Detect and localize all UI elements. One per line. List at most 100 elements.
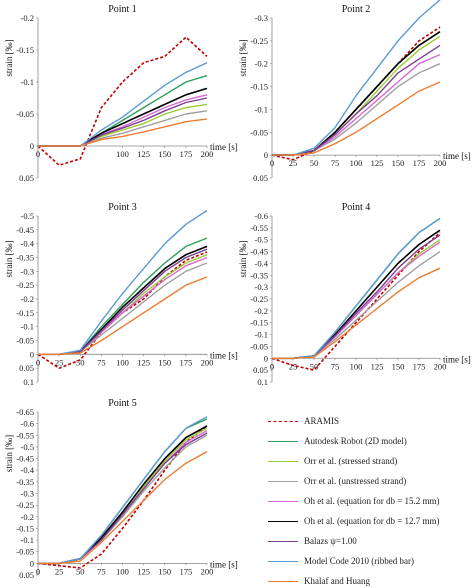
x-tick-label: 150 <box>158 566 171 576</box>
legend-label: Orr et al. (stressed strand) <box>304 456 398 466</box>
chart-title: Point 2 <box>342 4 371 15</box>
series-line <box>38 245 208 356</box>
series-line <box>38 450 208 565</box>
series-line <box>38 237 208 355</box>
y-tick-label: -0.25 <box>16 500 34 510</box>
legend-label: Khalaf and Huang <box>304 576 370 586</box>
legend-swatch <box>268 541 298 542</box>
series-line <box>272 81 441 156</box>
y-tick-label: -0.15 <box>250 82 268 92</box>
x-tick-label: 150 <box>158 357 171 367</box>
y-tick-label: -0.55 <box>250 223 268 233</box>
y-tick-label: -0.3 <box>255 282 268 292</box>
x-tick-label: 125 <box>371 361 384 371</box>
y-tick-label: 0 <box>264 150 268 160</box>
series-line <box>38 276 208 355</box>
y-tick-label: -0.15 <box>16 45 34 55</box>
y-tick-label: 0 <box>30 141 34 151</box>
legend-swatch <box>268 561 298 562</box>
x-tick-label: 50 <box>76 566 85 576</box>
y-tick-label: 0 <box>30 558 34 568</box>
series-line <box>272 239 441 359</box>
series-line <box>38 434 208 565</box>
legend-swatch <box>268 461 298 462</box>
series-line <box>272 251 441 359</box>
x-axis-label: time [s] <box>443 151 471 161</box>
y-axis-label: strain [‰] <box>4 39 14 76</box>
x-tick-label: 25 <box>289 361 298 371</box>
chart-title: Point 5 <box>108 398 137 409</box>
chart-title: Point 4 <box>342 202 371 213</box>
x-tick-label: 0 <box>36 357 40 367</box>
x-tick-label: 0 <box>36 149 40 159</box>
y-tick-label: -0.05 <box>250 341 268 351</box>
y-tick-label: -0.55 <box>16 430 34 440</box>
y-tick-label: 0.05 <box>19 570 34 580</box>
y-tick-label: -0.45 <box>16 225 34 235</box>
legend-label: Oh et al. (equation for db = 12.7 mm) <box>304 516 440 526</box>
x-axis-label: time [s] <box>210 350 238 360</box>
y-tick-label: -0.4 <box>255 258 269 268</box>
y-tick-label: -0.5 <box>21 211 34 221</box>
x-tick-label: 25 <box>289 158 298 168</box>
series-line <box>37 36 208 166</box>
series-line <box>38 256 208 355</box>
series-line <box>272 44 441 156</box>
y-tick-label: -0.3 <box>21 489 34 499</box>
legend-label: Orr et al. (unstressed strand) <box>304 476 407 486</box>
series-line <box>272 217 441 359</box>
series-line <box>38 74 208 147</box>
legend-label: Balazs ψ=1.00 <box>304 536 357 546</box>
x-tick-label: 200 <box>201 566 214 576</box>
x-tick-label: 175 <box>180 357 193 367</box>
y-tick-label: -0.35 <box>16 477 34 487</box>
y-tick-label: 0 <box>264 353 268 363</box>
chart-point-4: -0.6 -0.55 -0.5 -0.45-0.4 -0.35 -0.3 -0.25 -0.2… <box>238 202 471 387</box>
y-tick-label: -0.05 <box>16 109 34 119</box>
y-tick-label: -0.4 <box>21 465 35 475</box>
x-tick-label: 75 <box>331 158 340 168</box>
legend-label: Autodesk Robot (2D model) <box>304 436 407 446</box>
y-tick-label: -0.2 <box>21 294 34 304</box>
x-tick-label: 100 <box>116 357 129 367</box>
y-tick-label: -0.25 <box>250 36 268 46</box>
x-axis-label: time [s] <box>443 354 471 364</box>
x-tick-label: 175 <box>180 566 193 576</box>
y-tick-label: -0.05 <box>16 336 34 346</box>
series-line <box>38 262 208 355</box>
legend-label: Oh et al. (equation for db = 15.2 mm) <box>304 496 440 506</box>
legend-swatch <box>268 441 298 442</box>
y-tick-label: -0.4 <box>21 239 35 249</box>
x-tick-label: 25 <box>55 357 64 367</box>
y-tick-label: -0.35 <box>16 253 34 263</box>
y-tick-label: -0.2 <box>21 512 34 522</box>
y-axis-label: strain [‰] <box>238 39 248 76</box>
y-tick-label: 0.05 <box>253 173 268 183</box>
x-tick-label: 75 <box>97 566 106 576</box>
y-tick-label: -0.15 <box>16 523 34 533</box>
y-tick-label: -0.2 <box>255 306 268 316</box>
x-tick-label: 200 <box>201 149 214 159</box>
x-tick-label: 125 <box>371 158 384 168</box>
y-tick-label: -0.1 <box>255 330 268 340</box>
series-line <box>272 53 441 156</box>
x-tick-label: 25 <box>55 566 64 576</box>
y-tick-label: -0.25 <box>250 294 268 304</box>
y-tick-label: -0.1 <box>21 535 34 545</box>
series-line <box>38 97 208 147</box>
y-tick-label: -0.1 <box>21 77 34 87</box>
x-tick-label: 50 <box>310 361 319 371</box>
chart-point-1: -0.2 -0.15 -0.1 -0.05 0 0.05 0 100 125 150 175 200 P… <box>4 4 238 183</box>
series-line <box>272 0 441 156</box>
y-tick-label: -0.25 <box>16 280 34 290</box>
series-line <box>272 241 441 359</box>
x-axis-label: time [s] <box>210 559 238 569</box>
y-tick-label: -0.2 <box>255 59 268 69</box>
legend-swatch <box>268 501 298 502</box>
x-tick-label: 125 <box>137 149 150 159</box>
y-tick-label: 0.05 <box>19 363 34 373</box>
y-tick-label: -0.65 <box>16 407 34 417</box>
series-line <box>271 26 441 161</box>
series-line <box>38 416 208 565</box>
series-line <box>272 229 441 360</box>
